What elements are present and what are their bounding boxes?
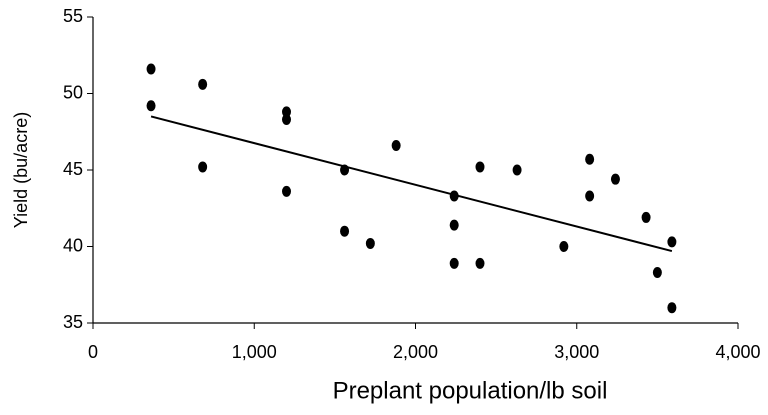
point (652, 267, 662, 279)
x-tick-label: 3,000 (554, 342, 599, 362)
point (475, 257, 485, 269)
point (585, 153, 595, 165)
x-tick-label: 2,000 (393, 342, 438, 362)
y-tick-label: 45 (63, 159, 83, 179)
point (282, 106, 291, 118)
y-axis-title: Yield (bu/acre) (11, 112, 31, 228)
y-tick-label: 55 (63, 6, 83, 26)
point (667, 236, 677, 248)
point (391, 140, 401, 152)
x-axis-title: Preplant population/lb soil (333, 377, 608, 404)
point (449, 257, 459, 269)
point (282, 114, 291, 126)
point (365, 237, 375, 249)
point (610, 173, 620, 185)
y-tick-label: 35 (63, 312, 83, 332)
point (282, 185, 291, 197)
point (146, 63, 156, 75)
point (340, 225, 350, 237)
point (198, 78, 208, 90)
x-tick-label: 0 (88, 342, 98, 362)
point (449, 219, 459, 231)
point (146, 100, 156, 112)
point (512, 164, 522, 176)
point (667, 302, 677, 314)
point (198, 161, 208, 173)
x-tick-label: 4,000 (715, 342, 760, 362)
x-tick-label: 1,000 (232, 342, 277, 362)
trend-line (150, 115, 673, 253)
point (475, 161, 485, 173)
y-tick-label: 40 (63, 235, 83, 255)
y-tick-label: 50 (63, 82, 83, 102)
point (559, 241, 569, 252)
point (585, 190, 595, 202)
point (641, 211, 651, 223)
